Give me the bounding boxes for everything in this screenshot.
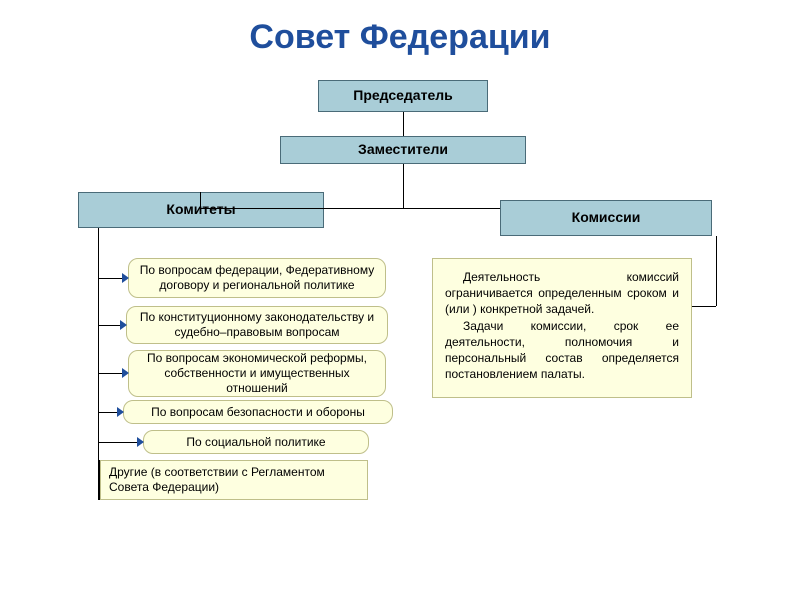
committee-item: По вопросам экономической реформы, собст… xyxy=(128,350,386,397)
page-title: Совет Федерации xyxy=(0,18,800,57)
connector-line xyxy=(403,164,404,208)
node-chair-label: Председатель xyxy=(353,87,453,105)
arrow-icon xyxy=(122,368,129,378)
commission-description: Деятельность комиссий ограничивается опр… xyxy=(432,258,692,398)
arrow-icon xyxy=(137,437,144,447)
arrow-icon xyxy=(122,273,129,283)
committee-item: По конституционному законодательству и с… xyxy=(126,306,388,344)
node-deputies: Заместители xyxy=(280,136,526,164)
committee-item: По вопросам безопасности и обороны xyxy=(123,400,393,424)
connector-line xyxy=(98,373,122,374)
connector-line xyxy=(200,192,201,208)
node-deputies-label: Заместители xyxy=(358,141,448,159)
committee-item: Другие (в соответствии с Регламентом Сов… xyxy=(100,460,368,500)
committee-item-label: По социальной политике xyxy=(186,435,325,450)
connector-line xyxy=(692,306,716,307)
connector-line xyxy=(98,412,117,413)
committee-item-label: Другие (в соответствии с Регламентом Сов… xyxy=(109,465,359,495)
committee-item-label: По вопросам экономической реформы, собст… xyxy=(137,351,377,396)
connector-line xyxy=(98,325,120,326)
node-chair: Председатель xyxy=(318,80,488,112)
node-commissions-label: Комиссии xyxy=(572,209,641,227)
connector-line xyxy=(98,278,122,279)
title-text: Совет Федерации xyxy=(249,18,550,56)
committee-item: По вопросам федерации, Федеративному дог… xyxy=(128,258,386,298)
committee-item-label: По вопросам безопасности и обороны xyxy=(151,405,365,420)
node-committees-label: Комитеты xyxy=(166,201,235,219)
arrow-icon xyxy=(117,407,124,417)
connector-line xyxy=(99,460,100,500)
connector-line xyxy=(716,236,717,306)
committee-item: По социальной политике xyxy=(143,430,369,454)
connector-line xyxy=(200,208,500,209)
org-chart-canvas: Совет Федерации Председатель Заместители… xyxy=(0,0,800,600)
arrow-icon xyxy=(120,320,127,330)
node-commissions: Комиссии xyxy=(500,200,712,236)
node-committees: Комитеты xyxy=(78,192,324,228)
connector-line xyxy=(403,112,404,136)
commission-text-p2: Задачи комиссии, срок ее деятельности, п… xyxy=(445,318,679,383)
committee-item-label: По конституционному законодательству и с… xyxy=(135,310,379,340)
connector-line xyxy=(98,442,137,443)
commission-text-p1: Деятельность комиссий ограничивается опр… xyxy=(445,269,679,318)
committee-item-label: По вопросам федерации, Федеративному дог… xyxy=(137,263,377,293)
